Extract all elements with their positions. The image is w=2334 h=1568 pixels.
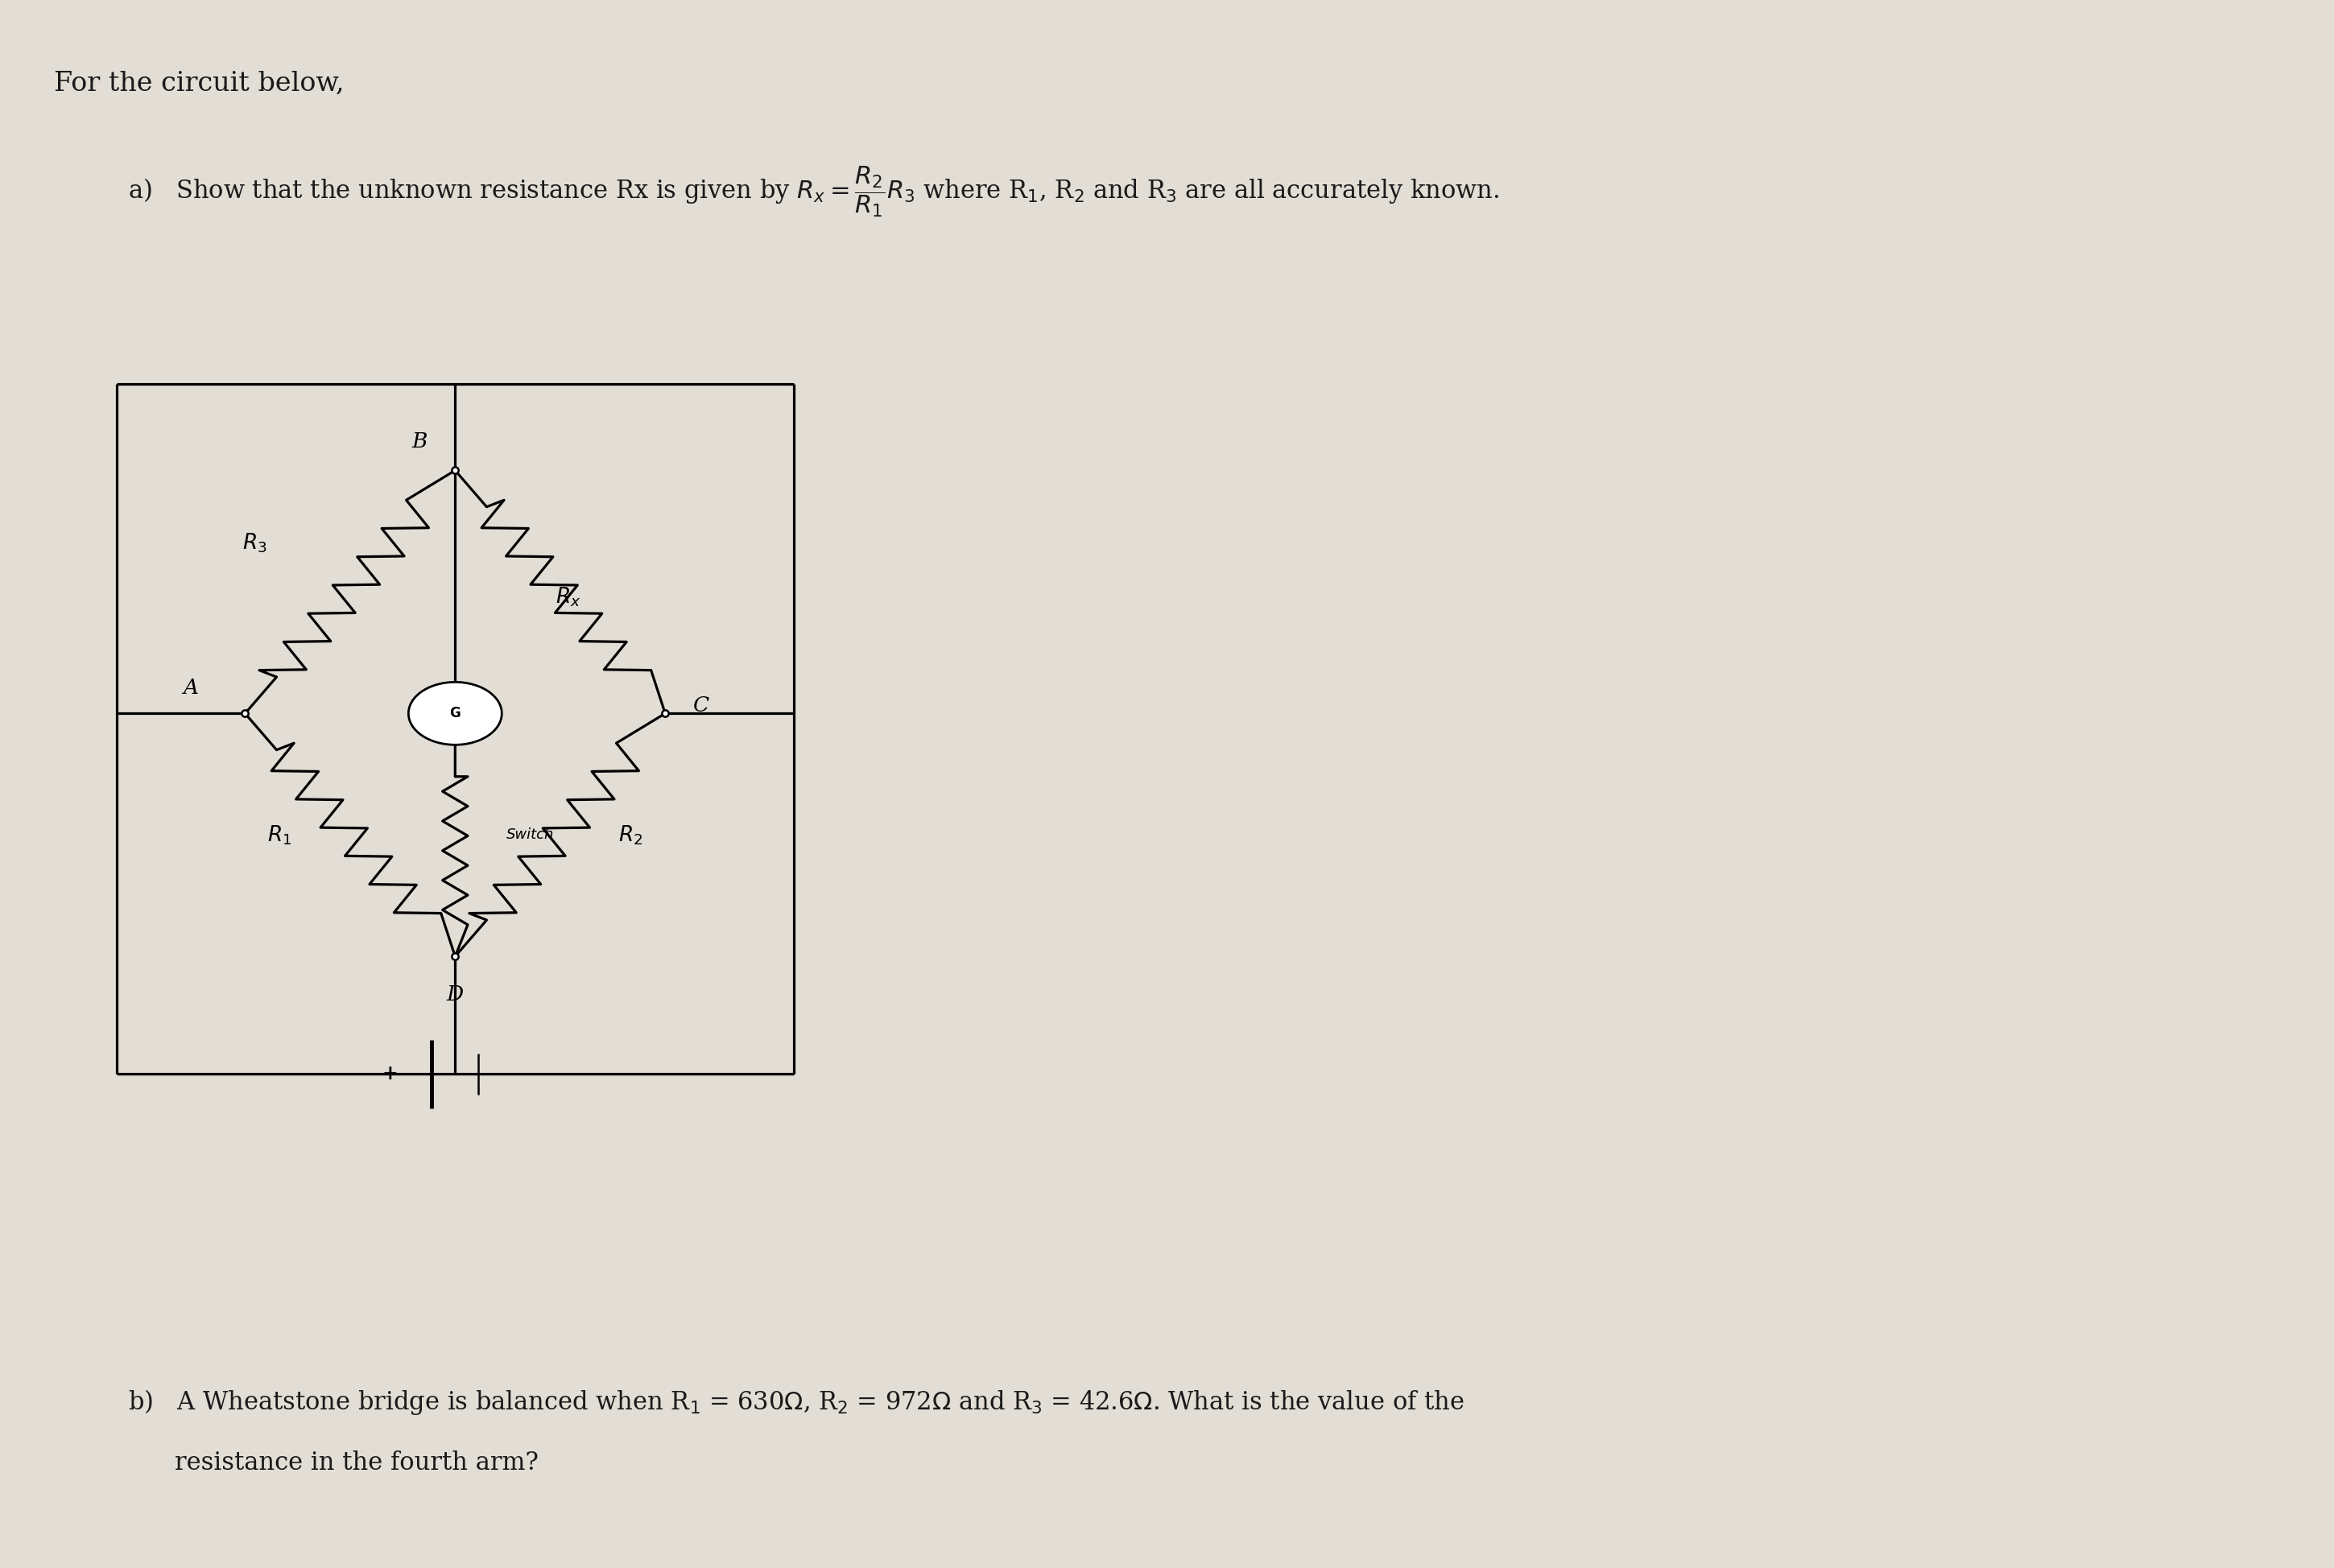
Text: For the circuit below,: For the circuit below, bbox=[54, 71, 343, 96]
Circle shape bbox=[408, 682, 502, 745]
Text: −: − bbox=[511, 1063, 530, 1085]
Text: $R_2$: $R_2$ bbox=[619, 823, 642, 847]
Text: G: G bbox=[450, 706, 460, 721]
Text: A: A bbox=[182, 677, 198, 698]
Text: +: + bbox=[383, 1065, 397, 1083]
Text: b)   A Wheatstone bridge is balanced when R$_1$ = 630$\Omega$, R$_2$ = 972$\Omeg: b) A Wheatstone bridge is balanced when … bbox=[128, 1388, 1466, 1416]
Text: $R_3$: $R_3$ bbox=[243, 532, 266, 555]
Text: C: C bbox=[693, 696, 710, 715]
Text: $R_x$: $R_x$ bbox=[555, 585, 581, 608]
Text: D: D bbox=[446, 985, 464, 1005]
Text: Switch: Switch bbox=[506, 828, 553, 842]
Text: $R_1$: $R_1$ bbox=[268, 823, 292, 847]
Text: a)   Show that the unknown resistance Rx is given by $R_x = \dfrac{R_2}{R_1} R_3: a) Show that the unknown resistance Rx i… bbox=[128, 165, 1501, 220]
Text: resistance in the fourth arm?: resistance in the fourth arm? bbox=[175, 1450, 539, 1475]
Text: B: B bbox=[411, 431, 427, 452]
